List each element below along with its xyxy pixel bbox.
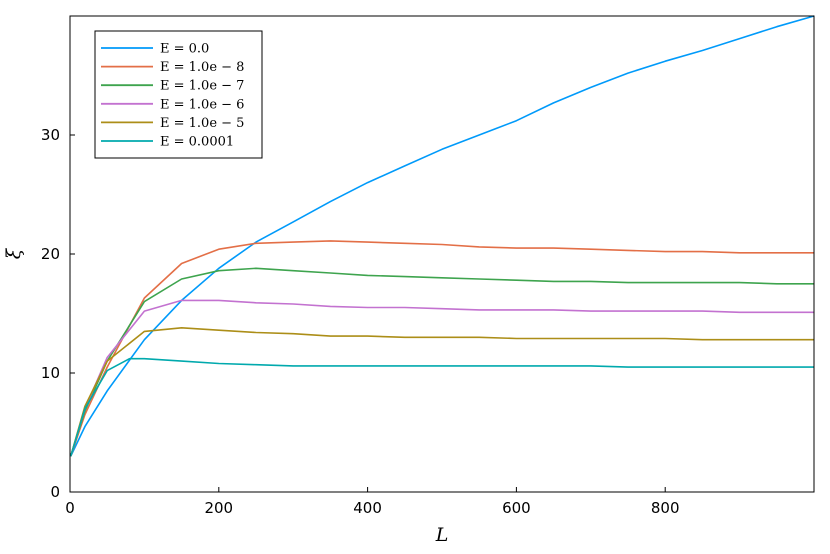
series-line-4: [69, 299, 814, 457]
legend-label-2: E = 1.0e − 8: [160, 60, 244, 75]
series-line-5: [69, 326, 814, 457]
legend-label-4: E = 1.0e − 6: [160, 97, 244, 112]
series-line-1: [69, 15, 815, 457]
legend-label-3: E = 1.0e − 7: [160, 79, 244, 94]
legend-label-5: E = 1.0e − 5: [160, 116, 244, 131]
series-line-2: [69, 240, 814, 457]
legend-label-6: E = 0.0001: [160, 135, 234, 150]
x-axis-label: L: [435, 524, 449, 546]
x-tick-label: 800: [651, 499, 680, 517]
y-axis-ticks: 0 10 20 30: [41, 126, 75, 501]
legend-box: [94, 30, 263, 159]
x-tick-label: 200: [204, 499, 233, 517]
x-tick-label: 600: [502, 499, 531, 517]
series-line-3: [69, 267, 814, 457]
y-tick-label: 30: [41, 126, 60, 144]
y-tick-label: 10: [41, 364, 60, 382]
x-tick-label: 0: [65, 499, 75, 517]
y-tick-label: 20: [41, 245, 60, 263]
x-tick-label: 400: [353, 499, 382, 517]
y-axis-label: ξ: [3, 247, 25, 259]
series-layer: [69, 15, 815, 457]
series-line-6: [69, 357, 814, 457]
y-tick-label: 0: [50, 483, 60, 501]
x-axis-ticks: 0 200 400 600 800: [65, 487, 680, 517]
legend: E = 0.0 E = 1.0e − 8 E = 1.0e − 7 E = 1.0e …: [94, 30, 263, 159]
legend-label-1: E = 0.0: [160, 42, 209, 57]
